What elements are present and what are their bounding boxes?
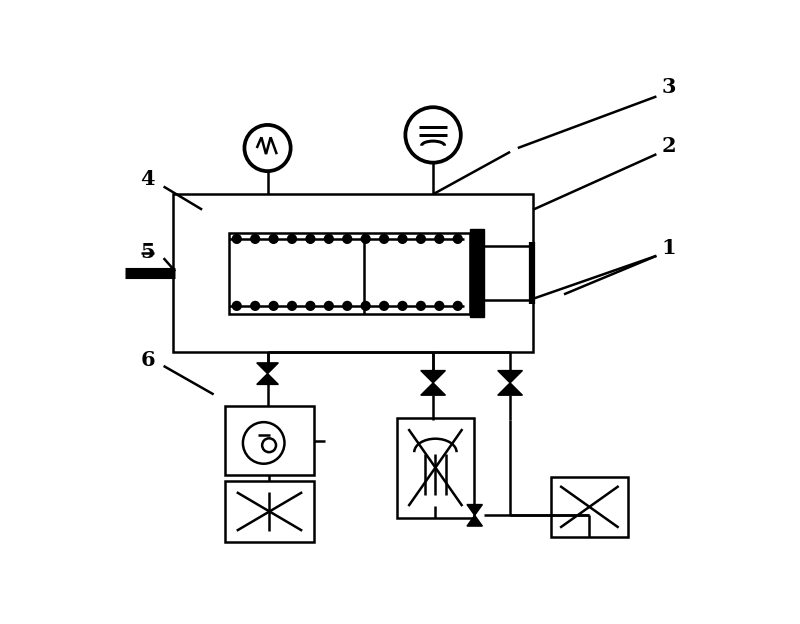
Circle shape	[270, 235, 278, 243]
Circle shape	[417, 302, 425, 310]
Circle shape	[288, 235, 296, 243]
Circle shape	[251, 235, 259, 243]
Text: 5: 5	[141, 242, 155, 262]
Circle shape	[380, 235, 388, 243]
Circle shape	[343, 302, 351, 310]
Polygon shape	[257, 363, 278, 374]
Circle shape	[306, 235, 314, 243]
Text: 6: 6	[141, 350, 155, 370]
Circle shape	[398, 302, 406, 310]
Circle shape	[288, 302, 296, 310]
Circle shape	[362, 235, 370, 243]
Bar	[229, 233, 470, 314]
Polygon shape	[498, 371, 522, 383]
Text: 4: 4	[141, 169, 155, 189]
Bar	[551, 477, 628, 537]
Bar	[226, 406, 314, 475]
Bar	[397, 417, 474, 518]
Polygon shape	[257, 374, 278, 384]
Bar	[173, 194, 534, 352]
Polygon shape	[421, 383, 446, 395]
Circle shape	[325, 235, 333, 243]
Polygon shape	[467, 515, 482, 526]
Circle shape	[343, 235, 351, 243]
Text: 3: 3	[662, 77, 676, 97]
Bar	[226, 480, 314, 542]
Bar	[470, 229, 484, 318]
Circle shape	[380, 302, 388, 310]
Circle shape	[306, 302, 314, 310]
Circle shape	[233, 302, 241, 310]
Circle shape	[417, 235, 425, 243]
Text: 1: 1	[662, 238, 677, 258]
Polygon shape	[498, 383, 522, 395]
Circle shape	[398, 235, 406, 243]
Polygon shape	[421, 371, 446, 383]
Circle shape	[454, 235, 462, 243]
Circle shape	[435, 302, 443, 310]
Circle shape	[435, 235, 443, 243]
Polygon shape	[467, 505, 482, 515]
Circle shape	[270, 302, 278, 310]
Circle shape	[454, 302, 462, 310]
Text: 2: 2	[662, 136, 677, 156]
Circle shape	[251, 302, 259, 310]
Circle shape	[233, 235, 241, 243]
Circle shape	[325, 302, 333, 310]
Circle shape	[362, 302, 370, 310]
